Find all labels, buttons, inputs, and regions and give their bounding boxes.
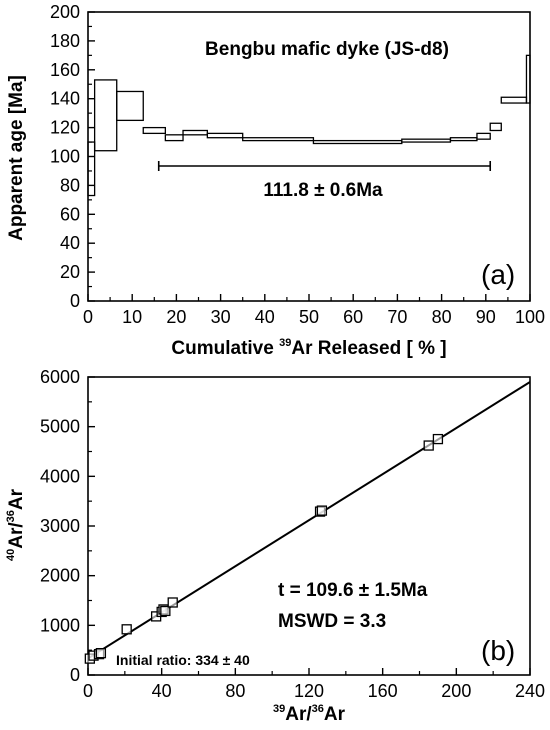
- age-step: [500, 96, 528, 104]
- x-tick-label-b: 40: [152, 681, 172, 701]
- x-tick-label-b: 80: [225, 681, 245, 701]
- age-step: [87, 141, 96, 197]
- xlabel-b-mid: Ar/: [285, 704, 312, 725]
- x-tick-label-a: 10: [122, 307, 142, 327]
- x-tick-label-a: 40: [255, 307, 275, 327]
- panel-b-x-axis-title: 39Ar/36Ar: [273, 703, 346, 725]
- data-point: [316, 505, 328, 516]
- panel-a-ticks: 0 10 20 30 40 50 60 70 80 90 100 0 20 40 60 80 100 120 140…: [50, 2, 545, 327]
- y-tick-label-a: 140: [50, 89, 80, 109]
- panel-b-y-axis-title: 40Ar/36Ar: [5, 488, 27, 561]
- x-tick-label-b: 200: [441, 681, 471, 701]
- data-point: [95, 647, 107, 659]
- x-tick-label-a: 90: [476, 307, 496, 327]
- x-tick-label-a: 30: [211, 307, 231, 327]
- panel-b-ticks: 0 40 80 120 160 200 240 0 1000 2000 3000 4000 5000 60…: [40, 367, 545, 701]
- x-tick-label-b: 240: [515, 681, 545, 701]
- panel-a-title: Bengbu mafic dyke (JS-d8): [205, 39, 449, 60]
- ylabel-b-superscript-1: 40: [5, 549, 17, 561]
- age-step: [142, 126, 167, 135]
- xlabel-b-superscript-1: 39: [273, 703, 285, 715]
- x-tick-label-b: 160: [368, 681, 398, 701]
- panel-a-x-axis-title: Cumulative 39Ar Released [ % ]: [171, 337, 446, 359]
- y-tick-label-a: 20: [60, 262, 80, 282]
- x-tick-label-a: 80: [432, 307, 452, 327]
- x-tick-label-b: 0: [83, 681, 93, 701]
- y-tick-label-b: 5000: [40, 417, 80, 437]
- age-step: [182, 129, 208, 136]
- x-tick-label-a: 60: [343, 307, 363, 327]
- x-tick-label-b: 120: [294, 681, 324, 701]
- y-tick-label-a: 40: [60, 233, 80, 253]
- data-point: [432, 433, 444, 445]
- age-step: [116, 90, 144, 122]
- y-tick-label-a: 0: [70, 291, 80, 311]
- age-step: [525, 54, 531, 104]
- y-tick-label-b: 3000: [40, 516, 80, 536]
- ylabel-b-mid: Ar/: [6, 522, 27, 549]
- age-step: [312, 139, 403, 145]
- x-tick-label-a: 50: [299, 307, 319, 327]
- initial-ratio: Initial ratio: 334 ± 40: [116, 652, 250, 668]
- age-step: [206, 132, 244, 139]
- age-step: [489, 122, 502, 132]
- age-step: [449, 137, 478, 142]
- x-tick-label-a: 100: [515, 307, 545, 327]
- data-point: [160, 605, 171, 617]
- y-tick-label-a: 200: [50, 2, 80, 22]
- y-tick-label-a: 180: [50, 31, 80, 51]
- age-spectrum: [87, 54, 531, 197]
- y-tick-label-b: 4000: [40, 466, 80, 486]
- xlabel-b-superscript-2: 36: [312, 703, 324, 715]
- y-tick-label-b: 2000: [40, 566, 80, 586]
- y-tick-label-a: 120: [50, 118, 80, 138]
- y-tick-label-a: 100: [50, 147, 80, 167]
- y-tick-label-b: 0: [70, 665, 80, 685]
- ylabel-b-superscript-2: 36: [5, 510, 17, 522]
- plateau-age-label: 111.8 ± 0.6Ma: [263, 180, 383, 201]
- y-tick-label-b: 1000: [40, 615, 80, 635]
- panel-b: 0 40 80 120 160 200 240 0 1000 2000 3000 4000 5000 60…: [5, 367, 545, 725]
- x-tick-label-a: 20: [166, 307, 186, 327]
- x-tick-label-a: 0: [83, 307, 93, 327]
- isochron-points: [84, 433, 444, 664]
- x-tick-label-a: 70: [387, 307, 407, 327]
- isochron-mswd: MSWD = 3.3: [278, 611, 386, 632]
- xlabel-a-superscript: 39: [279, 337, 291, 349]
- panel-b-label: (b): [481, 635, 515, 666]
- y-tick-label-a: 160: [50, 60, 80, 80]
- xlabel-b-suffix: Ar: [324, 704, 346, 725]
- panel-a-label: (a): [481, 259, 515, 290]
- panel-a-y-axis-title: Apparent age [Ma]: [6, 75, 27, 241]
- age-step: [164, 134, 184, 142]
- data-point: [423, 440, 434, 451]
- y-tick-label-b: 6000: [40, 367, 80, 387]
- xlabel-a-prefix: Cumulative: [171, 338, 279, 359]
- age-step: [93, 79, 118, 152]
- xlabel-a-suffix: Ar Released [ % ]: [291, 338, 446, 359]
- age-step: [242, 137, 315, 142]
- panel-a: 0 10 20 30 40 50 60 70 80 90 100 0 20 40 60 80 100 120 140…: [6, 2, 545, 359]
- age-step: [401, 138, 452, 143]
- y-tick-label-a: 80: [60, 175, 80, 195]
- age-step: [476, 132, 491, 140]
- data-point: [167, 597, 178, 608]
- data-point: [121, 624, 132, 635]
- isochron-age: t = 109.6 ± 1.5Ma: [278, 580, 428, 601]
- y-tick-label-a: 60: [60, 204, 80, 224]
- ylabel-b-suffix: Ar: [6, 488, 27, 510]
